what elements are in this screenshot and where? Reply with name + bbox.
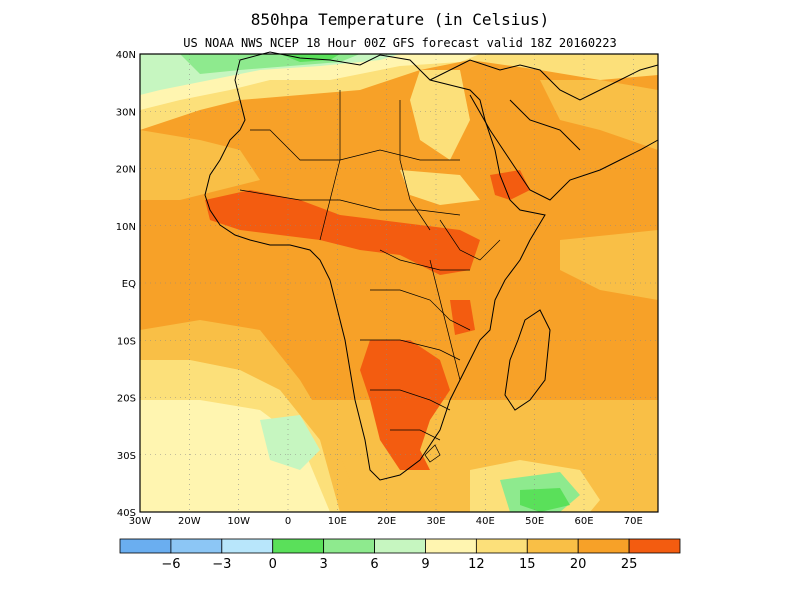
colorbar-label: −3 [212,557,231,572]
border-congo [370,289,471,331]
colorbar-swatch [475,538,528,554]
lon-tick-label: 20W [178,516,201,527]
lat-tick-label: 30N [116,107,136,118]
border-lesotho [424,444,441,463]
africa-coastline [204,51,546,481]
colorbar-label: 12 [468,557,485,572]
colorbar-label: −6 [161,557,180,572]
colorbar-label: 20 [570,557,587,572]
lon-tick-label: 30E [426,516,445,527]
border-namibia-botswana [370,389,451,411]
lon-tick-label: 70E [624,516,643,527]
colorbar-swatch [323,538,375,554]
lon-tick-label: 60E [574,516,593,527]
colorbar-swatch [577,538,630,554]
lat-tick-label: 40N [116,50,136,61]
field-indian-east-15 [560,230,658,300]
country-borders [239,90,501,463]
madagascar-coast [504,309,551,411]
field-sahel-hot [205,190,480,275]
lon-tick-label: 40E [476,516,495,527]
temperature-field [140,54,658,512]
colorbar-label: 3 [319,557,327,572]
field-sudan-12 [400,170,480,205]
map-subtitle: US NOAA NWS NCEP 18 Hour 00Z GFS forecas… [183,36,617,50]
field-southern-africa-hot [360,340,450,470]
field-atlantic-green [260,415,320,470]
field-egypt-12 [410,70,470,160]
colorbar-swatch [221,538,274,554]
latitude-labels: 40N 30N 20N 10N EQ 10S 20S 30S 40S [116,50,136,519]
persian-gulf-coast [509,99,581,151]
border-libya-chad [399,100,431,231]
colorbar-swatch [425,538,477,554]
lat-tick-label: 30S [117,451,136,462]
border-rift [429,259,461,381]
lon-tick-label: 10E [328,516,347,527]
border-south-africa [390,429,441,441]
border-algeria-niger [319,90,341,241]
lon-tick-label: 50E [525,516,544,527]
lon-tick-label: 20E [377,516,396,527]
colorbar-swatch [170,538,223,554]
colorbar-swatch [628,538,681,554]
border-central [379,249,470,271]
field-indian-green-dark [520,488,570,512]
field-west-15 [140,130,260,200]
coastlines [204,51,659,481]
colorbar-label: 0 [269,557,277,572]
lon-tick-label: 10W [227,516,250,527]
map-title: 850hpa Temperature (in Celsius) [250,10,550,29]
lat-tick-label: EQ [122,279,136,290]
colorbar-label: 25 [621,557,638,572]
arabia-coast [469,94,659,201]
colorbar-swatch [374,538,426,554]
lat-tick-label: 20S [117,394,136,405]
border-sahel [239,189,461,216]
lon-tick-label: 0 [285,516,291,527]
colorbar-swatch [119,538,172,554]
field-lakes-hot [450,300,475,335]
field-arabia-15 [540,80,658,150]
longitude-labels: 30W 20W 10W 0 10E 20E 30E 40E 50E 60E 70E [129,516,643,527]
colorbar-label: 15 [519,557,536,572]
colorbar-swatch [272,538,325,554]
colorbar-label: 6 [370,557,378,572]
lat-tick-label: 20N [116,165,136,176]
field-ethiopia-hot [490,170,530,200]
border-east-africa [439,219,501,261]
mediterranean-asia-coast [429,59,659,101]
colorbar: −6 −3 0 3 6 9 12 15 20 25 [119,538,681,572]
border-angola-zambia [360,339,461,361]
map-frame [139,53,659,513]
colorbar-label: 9 [421,557,429,572]
lat-tick-label: 10N [116,222,136,233]
lat-tick-label: 10S [117,336,136,347]
lon-tick-label: 30W [129,516,152,527]
colorbar-swatch [526,538,579,554]
lat-tick-label: 40S [117,508,136,519]
